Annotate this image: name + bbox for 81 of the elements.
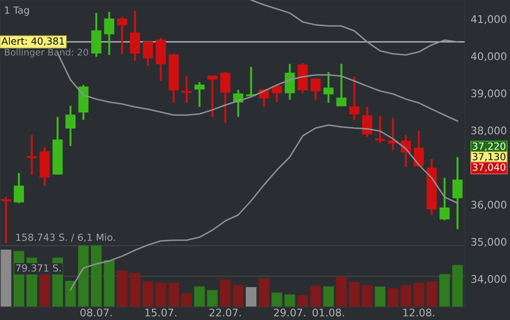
candlestick [452,156,463,230]
candlestick [284,62,295,101]
bar [388,288,398,307]
bar [142,282,154,307]
bar [348,282,360,307]
candlestick [207,74,218,118]
candlestick [142,40,153,68]
candlestick [272,84,282,104]
candlestick [0,196,12,244]
bar [220,280,231,307]
bar [232,285,244,307]
bar [310,286,321,307]
candlestick [220,71,230,124]
bar [65,280,76,307]
bar [272,292,282,307]
candlestick [117,16,128,55]
x-tick-label: 15.07. [145,308,176,316]
bar [168,282,180,307]
x-tick-label: 08.07. [80,308,112,316]
x-tick-label: 01.08. [312,308,344,316]
bar [374,286,386,307]
y-tick-label: 40,000 [471,52,506,62]
candlestick [349,76,360,121]
candlestick [104,10,114,56]
y-tick-label: 38,000 [471,126,506,136]
candlestick [440,176,450,222]
bar [323,286,334,307]
x-tick-label: 29.07. [274,308,306,316]
bar [181,293,192,307]
y-tick-label: 34,000 [471,275,506,284]
y-tick-label: 41,000 [471,15,506,24]
bar [258,278,270,307]
line-series [250,0,458,56]
bar [297,295,308,307]
x-tick-label: 12.08. [403,308,434,316]
candlestick [91,12,102,58]
candlestick [323,71,334,104]
candlestick [414,130,424,168]
candlestick [130,10,140,62]
ref-line-label: Alert: 40,381 [1,37,64,46]
candlestick [65,104,76,147]
candlestick [362,106,372,138]
candlestick [194,81,205,108]
y-tick-label: 35,000 [471,238,506,247]
bar [413,282,424,307]
text: 37,040 [472,163,506,172]
candlestick [246,66,256,96]
bar [336,276,347,307]
candlestick [374,114,386,144]
bar [116,270,128,307]
bar [155,282,166,307]
candlestick [181,75,192,104]
bar [130,272,140,307]
text: 37,130 [472,152,506,162]
candlestick [156,36,166,82]
y-tick-label: 36,000 [471,200,506,210]
candlestick [26,134,37,176]
ref-line-label: 158.743 S. / 6,1 Mio. [16,233,115,242]
candlestick [388,117,398,151]
bar [452,264,463,307]
bar [439,274,450,307]
annotation: Bollinger Band: 20 [4,48,88,58]
bar [104,260,115,307]
text: 37,220 [472,142,506,151]
bar [0,250,12,307]
bar [426,282,438,307]
bar [362,285,373,307]
bar [400,285,412,307]
candlestick [336,62,346,108]
bar [246,287,256,307]
x-tick-label: 22.07. [210,308,241,316]
bar [78,245,89,307]
candlestick [310,78,321,101]
bar [207,290,218,307]
bar [284,294,296,307]
annotation: 1 Tag [5,6,29,16]
candlestick [14,172,24,204]
bar [90,245,102,307]
bar [194,286,205,307]
ref-line-label: 79.371 S. [16,264,61,272]
y-tick-label: 39,000 [471,89,506,98]
